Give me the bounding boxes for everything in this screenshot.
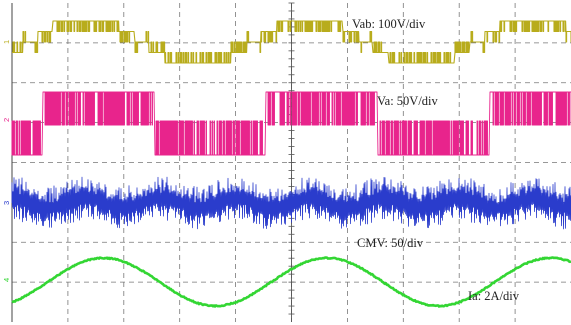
label-ia: Ia: 2A/div [468,289,520,303]
trace-va-line [11,91,571,156]
trace-cmv-line [11,176,571,230]
channel-3-marker: 3 [2,201,11,205]
channel-1-marker: 1 [2,40,11,44]
label-va: Va: 50V/div [377,94,439,108]
channel-4-marker: 4 [2,278,11,282]
trace-cmv [11,176,571,230]
trace-ia [11,256,571,308]
trace-vab-line [12,20,571,64]
label-vab: Vab: 100V/div [352,17,426,31]
trace-ia-line [11,256,571,308]
trace-vab [12,20,571,64]
label-cmv: CMV: 50/div [357,236,424,250]
trace-va [11,91,571,156]
grid [11,2,571,322]
channel-2-marker: 2 [2,118,11,122]
